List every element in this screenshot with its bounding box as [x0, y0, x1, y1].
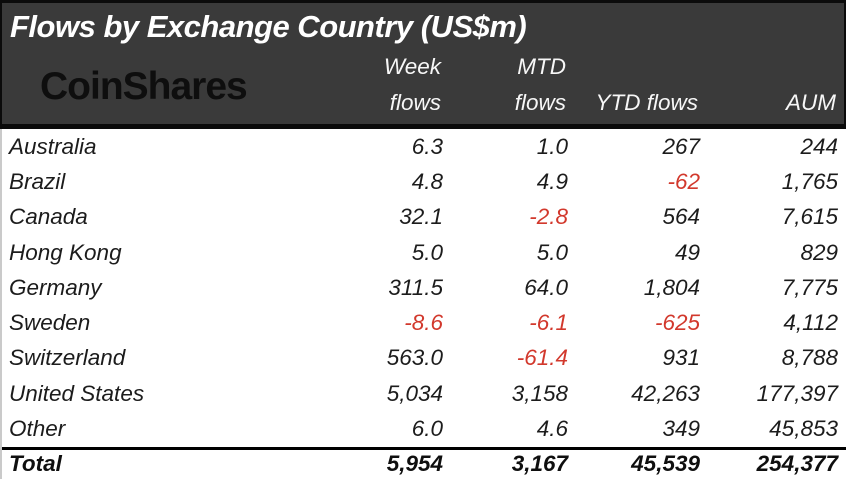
aum-cell: 7,615 — [781, 204, 838, 230]
ytd-flows-cell: 349 — [662, 416, 700, 442]
total-week-flows-cell: 5,954 — [386, 451, 443, 477]
table-row-total: Total 5,954 3,167 45,539 254,377 — [2, 446, 846, 479]
country-cell: Switzerland — [9, 345, 126, 371]
table-row-other: Other 6.0 4.6 349 45,853 — [2, 411, 846, 446]
ytd-flows-cell: 42,263 — [631, 380, 700, 406]
country-cell: United States — [9, 380, 145, 406]
aum-cell: 829 — [800, 239, 838, 265]
country-cell: Hong Kong — [9, 239, 122, 265]
week-flows-cell: 6.0 — [411, 416, 443, 442]
table-row-germany: Germany 311.5 64.0 1,804 7,775 — [2, 270, 846, 305]
country-cell: Germany — [9, 274, 102, 300]
table-row-canada: Canada 32.1 -2.8 564 7,615 — [2, 200, 846, 235]
aum-cell: 1,765 — [781, 168, 838, 194]
ytd-flows-cell: -625 — [654, 310, 700, 336]
coinshares-logo: CoinShares — [40, 65, 248, 108]
table-header: Flows by Exchange Country (US$m) CoinSha… — [0, 0, 846, 129]
ytd-flows-cell: 931 — [662, 345, 700, 371]
column-header-ytd-flows: YTD flows — [595, 90, 698, 115]
total-mtd-flows-cell: 3,167 — [511, 451, 568, 477]
ytd-flows-cell: 1,804 — [643, 274, 700, 300]
column-header-aum: AUM — [786, 90, 836, 115]
week-flows-cell: 6.3 — [411, 133, 443, 159]
column-header-mtd-flows: MTD flows — [441, 49, 566, 121]
country-cell: Sweden — [9, 310, 91, 336]
week-flows-cell: 4.8 — [411, 168, 443, 194]
table-row-united-states: United States 5,034 3,158 42,263 177,397 — [2, 376, 846, 411]
mtd-flows-cell: -61.4 — [516, 345, 568, 371]
country-cell: Other — [9, 416, 66, 442]
week-flows-cell: -8.6 — [404, 310, 443, 336]
total-ytd-flows-cell: 45,539 — [631, 451, 700, 477]
column-header-row: CoinShares Week flows MTD flows YTD flow… — [8, 45, 836, 124]
ytd-flows-cell: 267 — [662, 133, 700, 159]
week-flows-cell: 5.0 — [411, 239, 443, 265]
mtd-flows-cell: 1.0 — [536, 133, 568, 159]
country-cell: Australia — [9, 133, 97, 159]
mtd-flows-cell: 4.6 — [536, 416, 568, 442]
week-flows-cell: 311.5 — [388, 274, 443, 300]
column-header-mtd-line2: flows — [514, 90, 566, 115]
table-row-brazil: Brazil 4.8 4.9 -62 1,765 — [2, 164, 846, 199]
table-title: Flows by Exchange Country (US$m) — [10, 9, 527, 44]
week-flows-cell: 563.0 — [386, 345, 443, 371]
table-row-switzerland: Switzerland 563.0 -61.4 931 8,788 — [2, 341, 846, 376]
ytd-flows-cell: 564 — [662, 204, 700, 230]
table-row-australia: Australia 6.3 1.0 267 244 — [2, 129, 846, 164]
aum-cell: 177,397 — [756, 380, 838, 406]
aum-cell: 4,112 — [783, 310, 838, 336]
week-flows-cell: 5,034 — [386, 380, 443, 406]
week-flows-cell: 32.1 — [399, 204, 443, 230]
table-body: Australia 6.3 1.0 267 244 Brazil 4.8 4.9… — [0, 129, 846, 479]
aum-cell: 8,788 — [781, 345, 838, 371]
mtd-flows-cell: 3,158 — [511, 380, 568, 406]
aum-cell: 7,775 — [781, 274, 838, 300]
ytd-flows-cell: 49 — [674, 239, 700, 265]
table-row-hong-kong: Hong Kong 5.0 5.0 49 829 — [2, 235, 846, 270]
country-cell: Brazil — [9, 168, 66, 194]
aum-cell: 45,853 — [769, 416, 838, 442]
total-aum-cell: 254,377 — [756, 451, 838, 477]
aum-cell: 244 — [800, 133, 838, 159]
column-header-week-line1: Week — [383, 54, 441, 79]
mtd-flows-cell: -2.8 — [529, 204, 568, 230]
table-row-sweden: Sweden -8.6 -6.1 -625 4,112 — [2, 305, 846, 340]
mtd-flows-cell: 64.0 — [524, 274, 568, 300]
ytd-flows-cell: -62 — [667, 168, 700, 194]
column-header-mtd-line1: MTD — [517, 54, 566, 79]
column-header-week-line2: flows — [389, 90, 441, 115]
mtd-flows-cell: -6.1 — [529, 310, 568, 336]
mtd-flows-cell: 5.0 — [536, 239, 568, 265]
country-cell: Canada — [9, 204, 88, 230]
total-label: Total — [9, 451, 62, 477]
column-header-week-flows: Week flows — [326, 49, 441, 121]
mtd-flows-cell: 4.9 — [536, 168, 568, 194]
